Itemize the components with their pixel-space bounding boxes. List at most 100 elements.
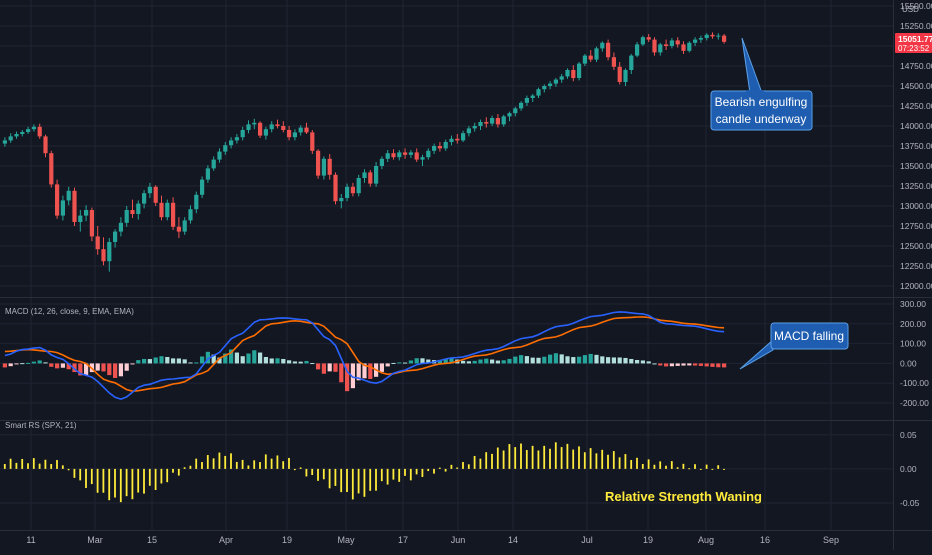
candle-body (571, 70, 576, 78)
candle-body (55, 184, 60, 216)
candle (89, 207, 94, 242)
candle (449, 135, 454, 146)
histogram-bar (536, 357, 541, 364)
candle-body (118, 222, 123, 232)
candle-body (600, 42, 605, 49)
candle-body (437, 146, 442, 149)
rs-bar (612, 451, 615, 469)
rs-bar (148, 468, 151, 486)
candle (530, 94, 535, 102)
rs-bar (195, 458, 198, 469)
rs-bar (73, 468, 76, 478)
histogram-bar (78, 363, 83, 376)
candle (84, 205, 89, 222)
rs-axis[interactable]: 0.05 0.00 -0.05 (900, 430, 920, 508)
rs-bar (549, 448, 551, 469)
candle-body (159, 202, 164, 218)
candle-body (101, 249, 106, 262)
rs-bar (473, 455, 476, 469)
rs-bar (27, 463, 29, 469)
candle-body (681, 44, 686, 51)
candle (623, 68, 628, 86)
histogram-bar (414, 358, 419, 364)
rs-bar (525, 450, 528, 469)
macd-tick-label: -100.00 (900, 378, 929, 388)
rs-bar (247, 465, 250, 469)
candle-body (385, 153, 390, 159)
rs-bar (375, 468, 377, 491)
histogram-bar (84, 363, 89, 376)
candle-body (490, 118, 495, 124)
candle-body (629, 55, 634, 70)
histogram-bar (548, 354, 553, 364)
candle-body (391, 153, 396, 158)
candle-body (513, 108, 518, 114)
histogram-bar (426, 359, 431, 364)
candle (403, 148, 408, 159)
histogram-bar (350, 363, 355, 389)
candle (391, 149, 396, 160)
rs-bar (38, 463, 41, 469)
histogram-bar (559, 354, 564, 364)
histogram-bar (205, 351, 210, 364)
candle-body (345, 186, 350, 198)
candle (258, 121, 263, 138)
histogram-bar (461, 360, 466, 364)
price-tick-label: 13000.00 (900, 201, 932, 211)
candle (548, 81, 553, 90)
rs-bar (79, 468, 82, 481)
histogram-bar (466, 361, 471, 364)
time-tick-label: 15 (147, 535, 157, 545)
rs-bar (479, 458, 482, 469)
candle-body (542, 86, 547, 90)
candle (223, 142, 228, 155)
rs-legend[interactable]: Smart RS (SPX, 21) (5, 421, 77, 430)
rs-bar (409, 468, 412, 481)
rs-bar (3, 463, 6, 469)
candle (14, 131, 19, 139)
candle (20, 130, 25, 137)
histogram-bar (704, 363, 709, 367)
rs-bar (311, 468, 314, 476)
histogram-bar (658, 363, 663, 366)
histogram-bar (292, 361, 297, 364)
rs-bar (427, 468, 430, 472)
time-tick-label: 16 (760, 535, 770, 545)
rs-bar (508, 444, 511, 469)
histogram-bar (507, 358, 512, 364)
candle (176, 217, 181, 238)
candle (165, 199, 170, 221)
candle (582, 54, 587, 66)
candle-body (258, 122, 263, 136)
histogram-bar (356, 363, 361, 381)
histogram-bar (211, 354, 216, 364)
histogram-bar (582, 355, 587, 364)
time-axis[interactable]: 11 Mar 15 Apr 19 May 17 Jun 14 Jul 19 Aug 16 Sep (26, 535, 839, 545)
macd-axis[interactable]: 300.00 200.00 100.00 0.00 -100.00 -200.00 (900, 299, 929, 408)
histogram-bar (229, 349, 234, 364)
histogram-bar (118, 363, 123, 377)
rs-bar (665, 465, 667, 469)
candle (693, 37, 698, 46)
histogram-bar (588, 353, 593, 364)
candle (350, 182, 355, 197)
histogram-bar (20, 363, 25, 365)
candle-body (31, 126, 36, 130)
histogram-bar (176, 358, 181, 364)
macd-legend[interactable]: MACD (12, 26, close, 9, EMA, EMA) (5, 307, 134, 316)
candle-body (26, 129, 31, 132)
histogram-bar (31, 361, 36, 364)
histogram-bar (287, 360, 292, 364)
rs-bar (102, 468, 105, 493)
rs-bar (21, 458, 24, 469)
rs-bar (566, 443, 569, 469)
rs-bar (462, 462, 464, 469)
candle (49, 150, 54, 188)
candle-body (646, 37, 651, 40)
histogram-bar (269, 358, 274, 364)
candlestick-series (2, 32, 727, 272)
bar-countdown: 07:23:52 (898, 44, 930, 53)
rs-bar (496, 447, 499, 469)
